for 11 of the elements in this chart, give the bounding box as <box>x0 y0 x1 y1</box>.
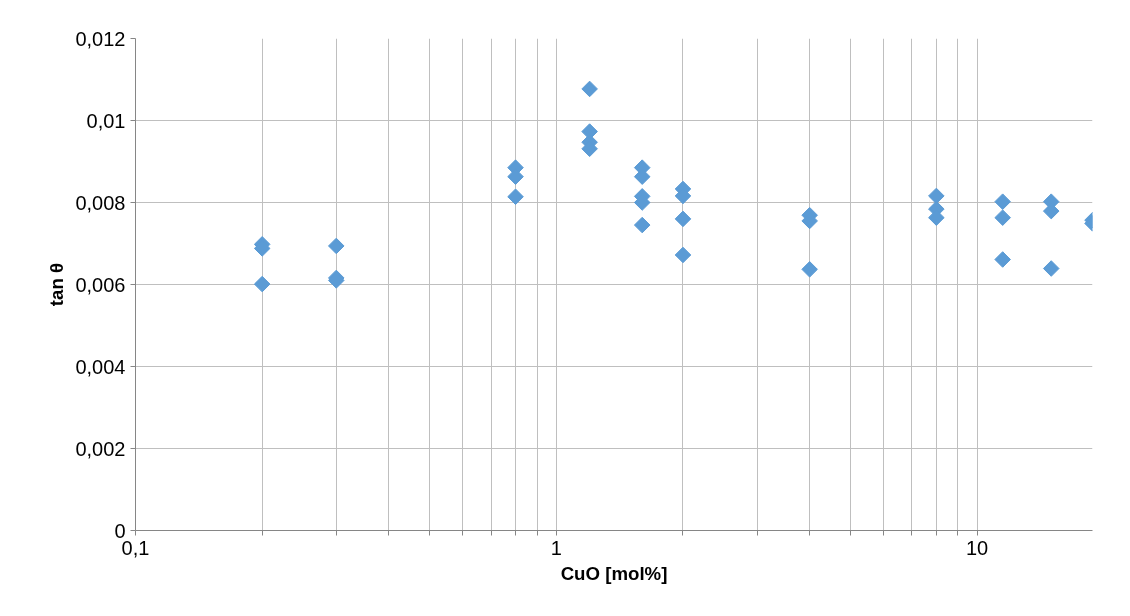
y-tick-label: 0,004 <box>75 355 126 378</box>
y-axis-title: tan θ <box>46 262 68 307</box>
y-tick-label: 0,01 <box>86 109 126 132</box>
y-tick-label: 0,002 <box>75 437 126 460</box>
x-tick-label: 1 <box>550 536 562 559</box>
x-axis-title: CuO [mol%] <box>560 562 668 584</box>
y-tick-label: 0 <box>114 519 126 542</box>
x-tick-label: 10 <box>966 536 989 559</box>
y-tick-label: 0,012 <box>75 27 126 50</box>
y-tick-label: 0,008 <box>75 191 126 214</box>
y-tick-label: 0,006 <box>75 273 126 296</box>
